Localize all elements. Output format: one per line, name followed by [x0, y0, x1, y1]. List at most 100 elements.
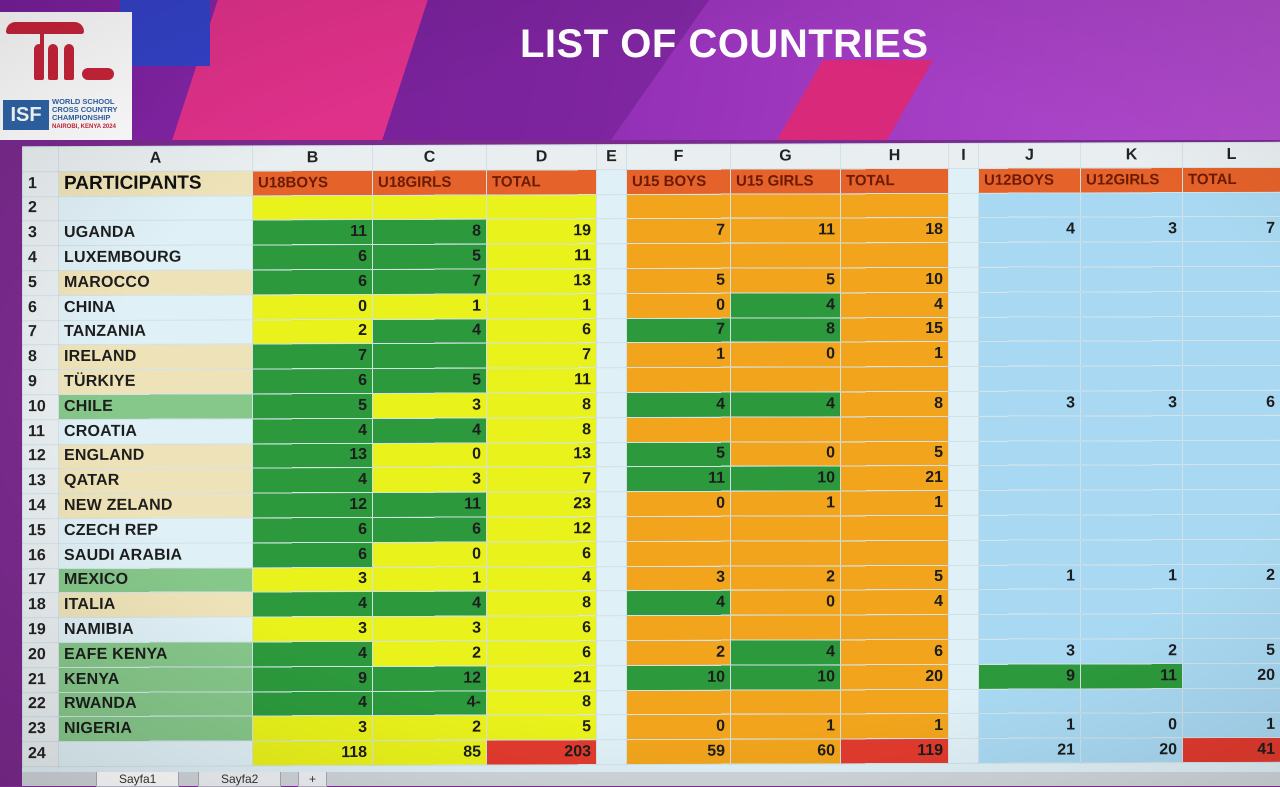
u12-boys-header[interactable]: U12BOYS	[979, 168, 1081, 193]
u18-boys-cell[interactable]: 6	[253, 369, 373, 394]
u15-boys-cell[interactable]	[627, 516, 731, 541]
u15-girls-cell[interactable]: 5	[731, 268, 841, 293]
u18-girls-cell[interactable]: 85	[373, 740, 487, 765]
u15-total-cell[interactable]: 5	[841, 565, 949, 590]
column-header[interactable]: C	[373, 145, 487, 170]
column-header[interactable]: D	[487, 145, 597, 170]
u15-girls-cell[interactable]: 8	[731, 317, 841, 342]
spacer-cell[interactable]	[949, 267, 979, 292]
row-number[interactable]: 6	[23, 295, 59, 320]
row-number[interactable]: 22	[23, 692, 59, 717]
spacer-cell[interactable]	[949, 491, 979, 516]
u15-total-cell[interactable]: 21	[841, 466, 949, 491]
row-number[interactable]: 21	[23, 667, 59, 692]
spacer-cell[interactable]	[597, 194, 627, 219]
u18-girls-cell[interactable]: 0	[373, 542, 487, 567]
spacer-cell[interactable]	[597, 541, 627, 566]
spacer-cell[interactable]	[597, 393, 627, 418]
sheet-tab-active[interactable]: Sayfa1	[96, 772, 179, 787]
u12-total-cell[interactable]	[1183, 291, 1280, 316]
u15-total-cell[interactable]: 4	[841, 292, 949, 317]
u12-boys-cell[interactable]	[979, 366, 1081, 391]
spacer-cell[interactable]	[949, 342, 979, 367]
u18-girls-cell[interactable]: 0	[373, 443, 487, 468]
u18-girls-cell[interactable]: 4	[373, 591, 487, 616]
row-number[interactable]: 4	[23, 246, 59, 271]
u15-total-cell[interactable]	[841, 193, 949, 218]
row-number[interactable]: 2	[23, 196, 59, 221]
u18-girls-cell[interactable]: 5	[373, 244, 487, 269]
u15-boys-cell[interactable]: 10	[627, 665, 731, 690]
u12-boys-cell[interactable]	[979, 540, 1081, 565]
u15-boys-cell[interactable]: 59	[627, 739, 731, 764]
u15-girls-cell[interactable]	[731, 193, 841, 218]
u12-total-cell[interactable]	[1183, 415, 1280, 440]
row-number[interactable]: 17	[23, 568, 59, 593]
u18-total-cell[interactable]: 6	[487, 318, 597, 343]
u18-boys-cell[interactable]: 3	[253, 716, 373, 741]
u12-total-cell[interactable]: 7	[1183, 217, 1280, 242]
u18-girls-cell[interactable]: 3	[373, 467, 487, 492]
u12-total-cell[interactable]: 5	[1183, 638, 1280, 663]
u15-boys-cell[interactable]: 4	[627, 591, 731, 616]
u15-girls-cell[interactable]	[731, 243, 841, 268]
u12-total-cell[interactable]	[1183, 192, 1280, 217]
spacer-cell[interactable]	[949, 391, 979, 416]
country-name[interactable]: EAFE KENYA	[59, 642, 253, 667]
u18-girls-header[interactable]: U18GIRLS	[373, 170, 487, 195]
u15-boys-cell[interactable]: 5	[627, 442, 731, 467]
u15-girls-cell[interactable]: 0	[731, 590, 841, 615]
row-number[interactable]: 12	[23, 444, 59, 469]
u18-girls-cell[interactable]	[373, 343, 487, 368]
u15-total-cell[interactable]: 5	[841, 441, 949, 466]
spacer-cell[interactable]	[597, 467, 627, 492]
u15-girls-cell[interactable]: 60	[731, 739, 841, 764]
spacer-cell[interactable]	[949, 664, 979, 689]
u12-girls-cell[interactable]	[1081, 291, 1183, 316]
u15-boys-cell[interactable]: 0	[627, 491, 731, 516]
u12-boys-cell[interactable]	[979, 317, 1081, 342]
spacer-cell[interactable]	[597, 343, 627, 368]
country-name[interactable]: MEXICO	[59, 567, 253, 592]
column-header[interactable]: K	[1081, 143, 1183, 168]
row-number[interactable]: 15	[23, 519, 59, 544]
row-number[interactable]: 19	[23, 618, 59, 643]
country-name[interactable]: NEW ZELAND	[59, 493, 253, 518]
u18-boys-cell[interactable]: 0	[253, 294, 373, 319]
u18-total-cell[interactable]: 12	[487, 517, 597, 542]
u18-total-cell[interactable]: 5	[487, 715, 597, 740]
u12-boys-cell[interactable]: 3	[979, 639, 1081, 664]
u18-girls-cell[interactable]: 2	[373, 715, 487, 740]
u18-boys-cell[interactable]: 3	[253, 567, 373, 592]
column-header[interactable]: J	[979, 143, 1081, 168]
spacer-cell[interactable]	[597, 169, 627, 194]
u15-boys-cell[interactable]: 3	[627, 566, 731, 591]
country-name[interactable]: CHINA	[59, 295, 253, 320]
spacer-cell[interactable]	[949, 292, 979, 317]
u12-boys-cell[interactable]	[979, 490, 1081, 515]
u12-total-cell[interactable]	[1183, 365, 1280, 390]
u18-boys-cell[interactable]: 3	[253, 617, 373, 642]
u12-boys-cell[interactable]	[979, 292, 1081, 317]
u18-total-cell[interactable]: 8	[487, 591, 597, 616]
u18-total-cell[interactable]: 19	[487, 219, 597, 244]
u12-total-cell[interactable]: 1	[1183, 713, 1280, 738]
u18-girls-cell[interactable]: 2	[373, 641, 487, 666]
spacer-cell[interactable]	[597, 318, 627, 343]
spacer-cell[interactable]	[949, 590, 979, 615]
u12-total-cell[interactable]	[1183, 465, 1280, 490]
u12-boys-cell[interactable]	[979, 589, 1081, 614]
u15-girls-cell[interactable]: 4	[731, 640, 841, 665]
u12-girls-cell[interactable]	[1081, 614, 1183, 639]
u12-total-cell[interactable]	[1183, 514, 1280, 539]
country-name[interactable]: NAMIBIA	[59, 617, 253, 642]
u12-girls-cell[interactable]	[1081, 341, 1183, 366]
u12-boys-cell[interactable]	[979, 614, 1081, 639]
spacer-cell[interactable]	[949, 168, 979, 193]
column-header[interactable]: H	[841, 143, 949, 168]
u15-boys-cell[interactable]	[627, 417, 731, 442]
row-number[interactable]: 8	[23, 345, 59, 370]
u15-boys-cell[interactable]: 7	[627, 219, 731, 244]
u18-boys-cell[interactable]: 4	[253, 691, 373, 716]
u15-boys-cell[interactable]	[627, 541, 731, 566]
